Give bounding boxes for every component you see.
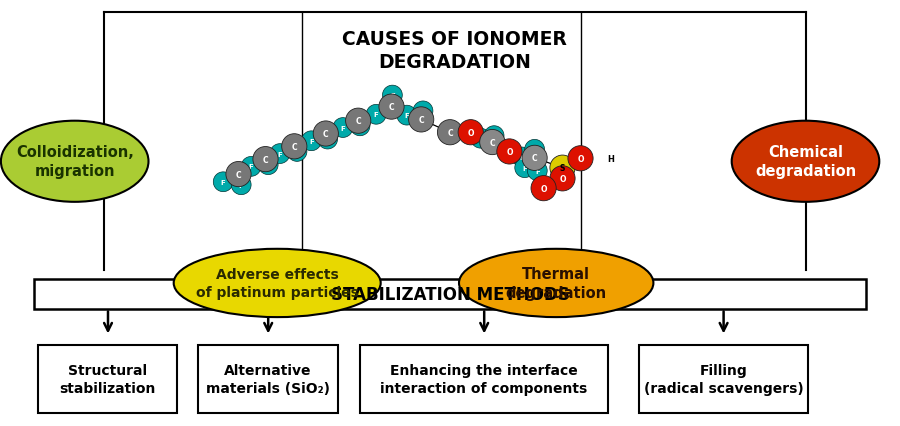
Ellipse shape [213, 173, 233, 192]
Ellipse shape [350, 117, 370, 136]
Ellipse shape [270, 144, 290, 164]
Text: F: F [374, 112, 379, 118]
Text: CAUSES OF IONOMER
DEGRADATION: CAUSES OF IONOMER DEGRADATION [342, 30, 567, 72]
Text: F: F [478, 136, 483, 142]
Text: C: C [356, 117, 361, 126]
FancyBboxPatch shape [639, 345, 808, 413]
Ellipse shape [531, 176, 556, 201]
Text: F: F [309, 138, 314, 144]
Text: F: F [248, 164, 254, 170]
Ellipse shape [313, 121, 338, 147]
Text: O: O [577, 154, 584, 164]
Ellipse shape [231, 176, 251, 195]
Ellipse shape [458, 120, 483, 146]
Ellipse shape [413, 102, 433, 121]
Text: F: F [519, 155, 525, 161]
Text: C: C [292, 142, 297, 152]
Ellipse shape [382, 86, 402, 106]
FancyBboxPatch shape [38, 345, 177, 413]
Text: C: C [389, 103, 394, 112]
Ellipse shape [550, 166, 575, 192]
Text: F: F [420, 109, 426, 115]
FancyBboxPatch shape [360, 345, 608, 413]
Text: F: F [404, 113, 410, 119]
Text: H: H [607, 154, 614, 164]
Text: O: O [467, 128, 474, 138]
Text: F: F [357, 124, 363, 130]
Text: Filling
(radical scavengers): Filling (radical scavengers) [644, 363, 804, 395]
Ellipse shape [527, 161, 547, 181]
Text: Structural
stabilization: Structural stabilization [59, 363, 156, 395]
Ellipse shape [253, 147, 278, 173]
Ellipse shape [226, 162, 251, 187]
Text: C: C [532, 154, 537, 163]
Text: F: F [238, 182, 244, 188]
Text: Adverse effects
of platinum particles: Adverse effects of platinum particles [196, 268, 358, 299]
Text: STABILIZATION METHODS: STABILIZATION METHODS [330, 285, 570, 303]
Text: C: C [447, 128, 453, 138]
Text: Colloidization,
migration: Colloidization, migration [16, 145, 133, 178]
Ellipse shape [568, 146, 593, 172]
Ellipse shape [550, 155, 575, 181]
Ellipse shape [525, 140, 544, 160]
Ellipse shape [484, 127, 504, 146]
Ellipse shape [480, 130, 505, 155]
Text: F: F [532, 147, 537, 153]
Ellipse shape [512, 148, 532, 167]
Ellipse shape [333, 118, 353, 138]
Text: F: F [522, 165, 527, 171]
Text: O: O [559, 174, 566, 184]
Ellipse shape [346, 109, 371, 134]
Text: F: F [294, 149, 300, 155]
Ellipse shape [302, 132, 321, 151]
Text: C: C [490, 138, 495, 147]
Text: O: O [506, 147, 513, 157]
Text: C: C [418, 115, 424, 125]
Ellipse shape [397, 106, 417, 126]
Ellipse shape [258, 155, 278, 175]
Ellipse shape [318, 130, 338, 150]
Text: Alternative
materials (SiO₂): Alternative materials (SiO₂) [206, 363, 329, 395]
FancyBboxPatch shape [198, 345, 338, 413]
Text: Enhancing the interface
interaction of components: Enhancing the interface interaction of c… [380, 363, 588, 395]
Text: F: F [535, 168, 540, 174]
Ellipse shape [522, 146, 547, 171]
Ellipse shape [287, 142, 307, 162]
Ellipse shape [174, 249, 381, 317]
Text: S: S [560, 164, 565, 173]
Ellipse shape [1, 121, 148, 202]
Text: Thermal
degradation: Thermal degradation [506, 267, 607, 300]
Text: O: O [540, 184, 547, 193]
Text: C: C [263, 155, 268, 164]
Text: F: F [266, 162, 271, 168]
Text: F: F [325, 137, 330, 143]
Text: Chemical
degradation: Chemical degradation [755, 145, 856, 178]
Ellipse shape [366, 105, 386, 125]
Text: F: F [390, 93, 395, 99]
Text: C: C [323, 130, 328, 139]
Ellipse shape [379, 95, 404, 120]
Ellipse shape [241, 157, 261, 177]
Text: F: F [340, 125, 346, 131]
Ellipse shape [282, 134, 307, 160]
Ellipse shape [497, 139, 522, 165]
Ellipse shape [471, 129, 491, 149]
Text: C: C [236, 170, 241, 179]
Text: F: F [277, 151, 283, 157]
Ellipse shape [732, 121, 879, 202]
Text: F: F [220, 179, 226, 185]
Ellipse shape [459, 249, 653, 317]
Text: F: F [491, 133, 497, 139]
Ellipse shape [409, 107, 434, 133]
Ellipse shape [515, 158, 535, 178]
Ellipse shape [437, 120, 463, 146]
FancyBboxPatch shape [34, 279, 866, 309]
